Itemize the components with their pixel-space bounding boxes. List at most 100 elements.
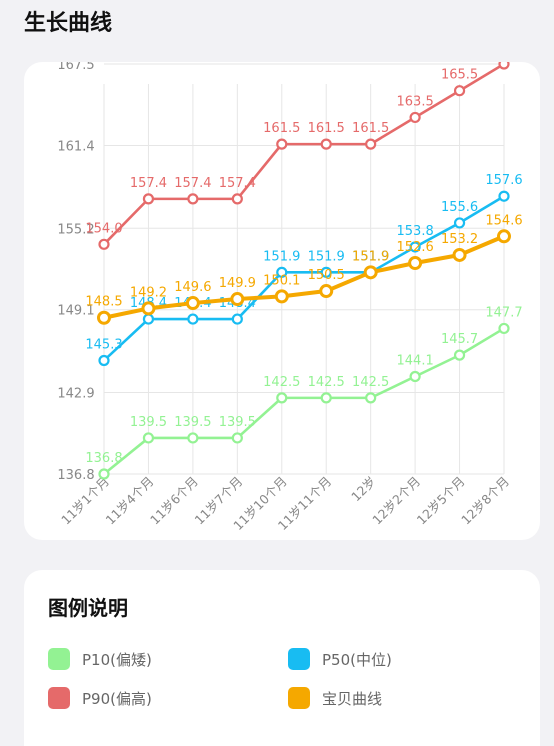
data-point	[320, 266, 332, 278]
data-point	[185, 296, 200, 311]
data-point	[187, 313, 199, 325]
data-label: 161.5	[263, 121, 300, 136]
growth-chart[interactable]: 136.8142.9149.1155.2161.4167.511岁1个月11岁4…	[24, 62, 540, 540]
growth-chart-card: 136.8 142.9 149.1 155.2 161.4 167.5 11岁1个月 11岁4…	[24, 62, 540, 540]
page-title: 生长曲线	[24, 11, 113, 36]
data-label: 165.5	[441, 68, 478, 83]
y-tick-label: 142.9	[57, 387, 94, 402]
data-point	[409, 241, 421, 253]
series-line	[103, 62, 505, 246]
data-label: 152.6	[397, 240, 434, 255]
data-label: 157.6	[485, 173, 522, 188]
y-tick-label: 136.8	[57, 468, 94, 483]
data-label: 142.5	[308, 375, 345, 390]
legend-swatch-baby	[288, 687, 310, 709]
legend-item-baby: 宝贝曲线	[288, 687, 382, 709]
data-point	[452, 247, 467, 262]
data-point	[142, 313, 155, 325]
data-point	[230, 292, 245, 307]
data-point	[98, 468, 110, 480]
y-tick-label: 167.5	[57, 62, 94, 73]
legend-swatch-p90	[48, 687, 70, 709]
legend-card: 图例说明 P10(偏矮) P50(中位) P90(偏高) 宝贝曲线	[24, 570, 540, 746]
data-label: 151.9	[308, 249, 345, 264]
data-point	[320, 392, 332, 404]
x-tick-label: 12岁8个月	[458, 474, 512, 528]
data-point	[231, 313, 243, 325]
data-point	[408, 255, 423, 270]
data-label: 151.9	[352, 249, 389, 264]
data-point	[276, 392, 288, 404]
data-label: 153.2	[441, 232, 478, 247]
data-label: 139.5	[174, 415, 211, 430]
legend-label-p90: P90(偏高)	[82, 689, 152, 708]
data-label: 151.9	[263, 249, 300, 264]
data-point	[187, 193, 199, 205]
data-label: 157.4	[174, 176, 211, 191]
data-point	[319, 284, 334, 299]
y-tick-label: 161.4	[57, 139, 94, 154]
data-point	[142, 193, 155, 205]
legend-label-p50: P50(中位)	[322, 650, 392, 669]
x-tick-label: 12岁	[348, 474, 379, 505]
data-label: 163.5	[397, 94, 434, 109]
data-label: 147.7	[485, 305, 522, 320]
legend-swatch-p50	[288, 648, 310, 670]
data-label: 153.8	[397, 224, 434, 239]
data-point	[231, 432, 243, 444]
data-label: 155.6	[441, 200, 478, 215]
data-label: 154.6	[485, 213, 522, 228]
data-label: 150.5	[308, 268, 345, 283]
data-point	[141, 301, 156, 316]
data-label: 150.1	[263, 273, 300, 288]
data-label: 157.4	[219, 176, 256, 191]
data-point	[365, 138, 377, 150]
data-label: 145.7	[441, 332, 478, 347]
data-point	[231, 193, 243, 205]
data-label: 139.5	[130, 415, 167, 430]
data-point	[498, 322, 510, 335]
data-point	[187, 432, 199, 444]
data-label: 149.2	[130, 285, 167, 300]
data-label: 149.9	[219, 276, 256, 291]
data-point	[276, 138, 288, 150]
data-label: 136.8	[85, 451, 122, 466]
legend-item-p90: P90(偏高)	[48, 687, 152, 709]
data-point	[497, 229, 511, 244]
data-point	[498, 190, 510, 202]
series-line	[103, 195, 505, 362]
legend-item-p10: P10(偏矮)	[48, 648, 152, 670]
data-label: 157.4	[130, 176, 167, 191]
series-line	[103, 234, 505, 320]
data-label: 139.5	[219, 415, 256, 430]
data-label: 154.0	[85, 221, 122, 236]
y-tick-label: 155.2	[57, 222, 94, 237]
data-point	[453, 85, 466, 97]
data-point	[97, 310, 111, 325]
data-point	[453, 217, 466, 229]
data-label: 145.3	[85, 337, 122, 352]
data-point	[409, 111, 421, 124]
legend-title: 图例说明	[48, 596, 128, 620]
series-line	[103, 327, 505, 476]
data-point	[142, 432, 155, 444]
data-point	[320, 138, 332, 150]
data-point	[498, 62, 510, 70]
data-point	[274, 289, 289, 304]
data-point	[363, 265, 378, 280]
data-point	[365, 392, 377, 404]
data-label: 148.5	[85, 295, 122, 310]
data-label: 151.9	[352, 249, 389, 264]
legend-label-baby: 宝贝曲线	[322, 689, 383, 708]
legend-label-p10: P10(偏矮)	[82, 650, 152, 669]
data-point	[276, 266, 288, 278]
data-label: 144.1	[397, 354, 434, 369]
data-point	[98, 238, 110, 250]
data-label: 161.5	[352, 121, 389, 136]
data-label: 142.5	[263, 375, 300, 390]
data-label: 149.6	[174, 280, 211, 295]
data-point	[453, 349, 466, 361]
data-point	[98, 354, 110, 367]
legend-swatch-p10	[48, 648, 70, 670]
data-label: 142.5	[352, 375, 389, 390]
